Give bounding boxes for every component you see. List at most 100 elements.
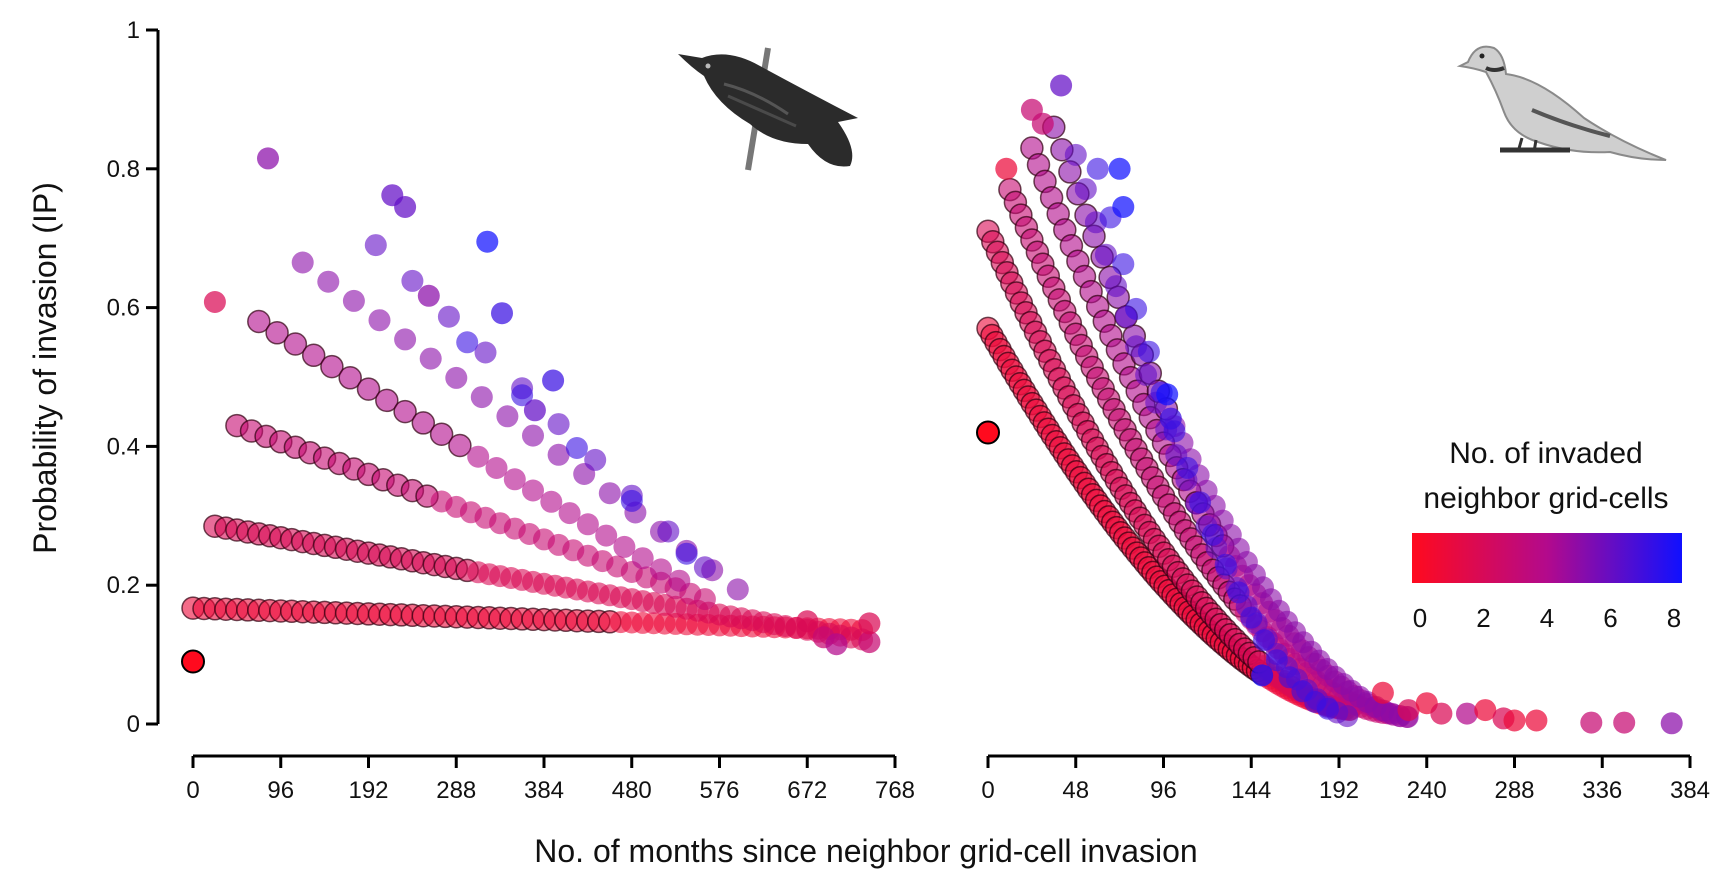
x-tick-label: 288	[1494, 777, 1534, 804]
scatter-point	[445, 366, 468, 389]
x-tick-label: 144	[1231, 777, 1271, 804]
scatter-point	[411, 411, 436, 435]
legend-tick-label: 4	[1540, 603, 1554, 633]
scatter-point	[1336, 705, 1359, 728]
legend-title-line1: No. of invaded	[1449, 437, 1642, 470]
x-tick-label: 0	[186, 777, 199, 804]
scatter-point	[401, 269, 424, 292]
x-tick-label: 768	[875, 777, 915, 804]
y-tick-label: 0.6	[107, 295, 140, 322]
scatter-point	[342, 289, 365, 312]
x-tick-label: 672	[787, 777, 827, 804]
scatter-point	[1074, 178, 1097, 201]
scatter-point	[1278, 666, 1301, 689]
scatter-point	[356, 377, 381, 401]
scatter-point	[467, 445, 490, 468]
scatter-point	[1397, 699, 1420, 722]
legend-tick-label: 0	[1413, 603, 1427, 633]
scatter-point	[1265, 649, 1288, 672]
scatter-point	[668, 569, 691, 592]
scatter-point	[338, 366, 362, 390]
scatter-point	[394, 328, 417, 351]
scatter-point	[317, 270, 340, 293]
scatter-point	[675, 542, 698, 565]
scatter-point	[1159, 407, 1182, 430]
scatter-point	[496, 405, 519, 428]
scatter-point	[584, 448, 607, 471]
scatter-point	[595, 524, 618, 547]
scatter-point	[542, 369, 565, 392]
scatter-point	[825, 633, 848, 656]
scatter-point	[437, 305, 460, 328]
scatter-point	[474, 341, 497, 364]
scatter-point	[1094, 243, 1117, 266]
x-tick-label: 192	[348, 777, 388, 804]
scatter-point	[485, 457, 508, 479]
scatter-point	[796, 610, 819, 633]
scatter-point	[203, 291, 226, 313]
scatter-point	[540, 490, 563, 513]
right-panel: 0 48 96 144 192 240 288 336 384	[976, 45, 1710, 804]
x-tick-label: 480	[612, 777, 652, 804]
scatter-point	[1137, 340, 1160, 363]
y-tick-label: 1	[127, 17, 140, 44]
scatter-point	[476, 230, 499, 253]
starling-bird-icon	[678, 47, 858, 171]
scatter-point	[301, 343, 326, 368]
scatter-point	[419, 347, 442, 370]
y-tick-label: 0.4	[107, 433, 140, 460]
scatter-point	[576, 513, 599, 536]
scatter-point	[1503, 709, 1526, 732]
scatter-point	[1240, 606, 1263, 629]
x-tick-label: 240	[1407, 777, 1447, 804]
scatter-point	[522, 479, 544, 502]
x-tick-label: 48	[1062, 777, 1089, 804]
scatter-point	[547, 443, 570, 466]
scatter-point	[1064, 143, 1087, 166]
y-tick-label: 0	[127, 711, 140, 738]
scatter-point	[523, 399, 546, 422]
scatter-point	[558, 502, 581, 525]
scatter-point	[283, 332, 308, 356]
scatter-point	[1112, 196, 1135, 218]
scatter-point	[522, 424, 544, 447]
scatter-point	[394, 196, 417, 218]
y-tick-label: 0.8	[107, 156, 140, 183]
scatter-point	[470, 386, 493, 409]
scatter-point	[995, 157, 1018, 180]
x-tick-label: 384	[524, 777, 564, 804]
scatter-point	[1189, 491, 1212, 514]
scatter-point	[291, 251, 314, 274]
scatter-point	[375, 388, 399, 413]
scatter-point	[1201, 523, 1224, 546]
legend-tick-label: 6	[1603, 603, 1617, 633]
scatter-point	[1086, 157, 1109, 180]
y-axis-label: Probability of invasion (IP)	[27, 182, 63, 554]
scatter-point	[1125, 297, 1148, 320]
scatter-point	[693, 556, 716, 579]
scatter-point	[1253, 629, 1275, 652]
legend-ticks: 0 2 4 6 8	[1413, 603, 1681, 633]
x-tick-label: 576	[699, 777, 739, 804]
scatter-point	[650, 558, 672, 581]
scatter-point	[1474, 699, 1497, 722]
scatter-point	[1371, 681, 1394, 704]
scatter-point	[417, 284, 440, 307]
x-tick-label: 192	[1319, 777, 1359, 804]
x-tick-label: 96	[1150, 777, 1177, 804]
scatter-point	[1031, 112, 1054, 135]
scatter-point	[613, 535, 636, 558]
scatter-point	[511, 384, 534, 407]
scatter-point	[1613, 711, 1636, 734]
outlined-scatter-point	[181, 649, 205, 674]
left-scatter-points	[181, 147, 881, 674]
y-tick-label: 0.2	[107, 572, 140, 599]
scatter-point	[1105, 275, 1127, 298]
scatter-point	[1580, 711, 1603, 734]
scatter-point	[547, 413, 570, 436]
scatter-point	[1108, 157, 1131, 180]
scatter-point	[1251, 664, 1274, 687]
x-tick-label: 288	[436, 777, 476, 804]
